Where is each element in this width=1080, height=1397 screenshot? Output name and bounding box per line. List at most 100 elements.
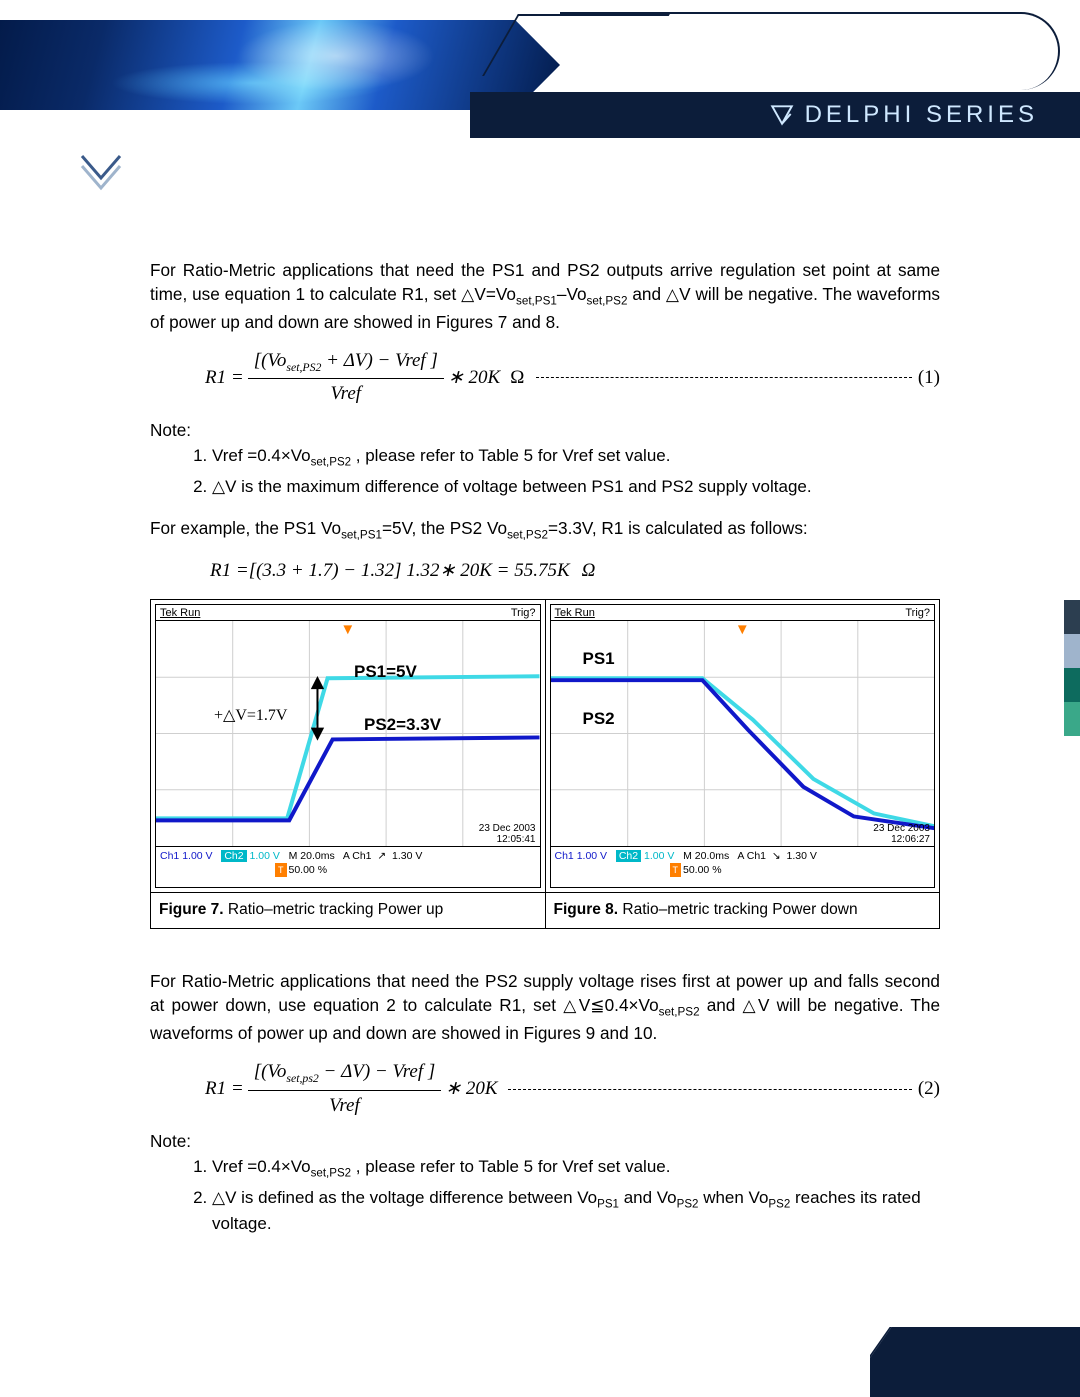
- eq2-num-b: − ΔV) − Vref ]: [319, 1061, 435, 1082]
- p1-sub2: set,PS2: [587, 295, 628, 308]
- p1-text-b: –Vo: [557, 284, 587, 304]
- p2-sub: set,PS2: [659, 1006, 700, 1019]
- fig7-cap-t: Ratio–metric tracking Power up: [224, 901, 444, 918]
- s8-trigpct: 50.00 %: [683, 864, 722, 876]
- n2-2b: and Vo: [619, 1188, 677, 1207]
- scope7-run: Tek Run: [160, 606, 200, 619]
- n1a: Vref =0.4×Vo: [212, 446, 311, 465]
- scope7-plot: [156, 621, 540, 847]
- brand-triangle-icon: [769, 102, 795, 128]
- eq2-tag: (2): [918, 1076, 940, 1103]
- notes-list-2: Vref =0.4×Voset,PS2 , please refer to Ta…: [212, 1155, 940, 1236]
- paragraph-1: For Ratio-Metric applications that need …: [150, 258, 940, 334]
- eq1-num-b: + ΔV) − Vref ]: [321, 350, 437, 371]
- eq2-num-a: [(Vo: [254, 1061, 287, 1082]
- side-tab-3: [1064, 668, 1080, 702]
- equation-2: R1 = [(Voset,ps2 − ΔV) − Vref ] Vref ∗ 2…: [205, 1059, 940, 1119]
- s7-trigpct: 50.00 %: [289, 864, 328, 876]
- eq1-den: Vref: [330, 379, 361, 408]
- scope7-trig: Trig?: [511, 606, 536, 619]
- side-tab-4: [1064, 702, 1080, 736]
- equation-example: R1 = [(3.3 + 1.7) − 1.32] 1.32 ∗ 20K = 5…: [210, 558, 940, 585]
- figure8-caption: Figure 8. Ratio–metric tracking Power do…: [546, 892, 940, 929]
- n2-2a: △V is defined as the voltage difference …: [212, 1188, 597, 1207]
- n2-1sub: set,PS2: [311, 1168, 351, 1180]
- side-tabs: [1064, 600, 1080, 736]
- paragraph-2: For Ratio-Metric applications that need …: [150, 969, 940, 1045]
- brand-text: DELPHI SERIES: [805, 101, 1038, 129]
- eq1-ohm: Ω: [510, 365, 524, 392]
- eq1-mult: ∗ 20K: [448, 365, 500, 392]
- eqex-ohm: Ω: [582, 558, 596, 585]
- s7-ch1-lbl: Ch1: [160, 850, 179, 862]
- ex-b: =5V, the PS2 Vo: [382, 518, 507, 538]
- ex-a: For example, the PS1 Vo: [150, 518, 341, 538]
- scope7-svg: [156, 621, 540, 846]
- n1b: , please refer to Table 5 for Vref set v…: [351, 446, 670, 465]
- scope8-timestamp: 23 Dec 2003 12:06:27: [873, 823, 930, 845]
- example-line: For example, the PS1 Voset,PS1=5V, the P…: [150, 516, 940, 544]
- s7-triglvl: 1.30 V: [392, 850, 422, 862]
- scope8-ps2-label: PS2: [583, 707, 615, 731]
- note1-item1: Vref =0.4×Voset,PS2 , please refer to Ta…: [212, 444, 940, 471]
- figure7-caption: Figure 7. Ratio–metric tracking Power up: [151, 892, 545, 929]
- ex-c: =3.3V, R1 is calculated as follows:: [548, 518, 808, 538]
- n1sub: set,PS2: [311, 456, 351, 468]
- scope8-ps1-label: PS1: [583, 647, 615, 671]
- equation-1: R1 = [(Voset,PS2 + ΔV) − Vref ] Vref ∗ 2…: [205, 348, 940, 408]
- side-tab-1: [1064, 600, 1080, 634]
- s8-ch1-lbl: Ch1: [555, 850, 574, 862]
- s7-tb: M 20.0ms: [289, 850, 335, 862]
- eq1-leader: [536, 377, 912, 378]
- eqex-lhs: R1 =: [210, 558, 249, 585]
- eq2-num-sub: set,ps2: [286, 1072, 318, 1085]
- fig8-cap-t: Ratio–metric tracking Power down: [618, 901, 858, 918]
- brand-bar: DELPHI SERIES: [470, 92, 1080, 138]
- n2-2s3: PS2: [768, 1198, 790, 1210]
- fig8-cap-b: Figure 8.: [554, 901, 619, 918]
- page-content: For Ratio-Metric applications that need …: [150, 258, 940, 1240]
- scope7-footer: Ch1 1.00 V Ch2 1.00 V M 20.0ms A Ch1 ↗ 1…: [156, 847, 540, 887]
- note2-item2: △V is defined as the voltage difference …: [212, 1186, 940, 1236]
- footer-decoration: [870, 1327, 1080, 1397]
- n2-2s1: PS1: [597, 1198, 619, 1210]
- eq1-num-sub: set,PS2: [286, 361, 321, 374]
- figure-7: Tek Run Trig? ▼: [151, 600, 546, 929]
- eq2-mult: ∗ 20K: [445, 1076, 497, 1103]
- banner-outline: [560, 12, 1060, 90]
- s7-ch1-v: 1.00 V: [182, 850, 212, 862]
- n2-2c: when Vo: [698, 1188, 768, 1207]
- note-label-2: Note:: [150, 1129, 940, 1153]
- notes-list-1: Vref =0.4×Voset,PS2 , please refer to Ta…: [212, 444, 940, 498]
- n2-1b: , please refer to Table 5 for Vref set v…: [351, 1157, 670, 1176]
- note-label-1: Note:: [150, 418, 940, 442]
- eq2-den: Vref: [329, 1091, 360, 1120]
- eq2-lhs: R1 =: [205, 1076, 244, 1103]
- eq1-num-a: [(Vo: [254, 350, 287, 371]
- eqex-mult: ∗ 20K = 55.75K: [440, 558, 570, 585]
- fig7-cap-b: Figure 7.: [159, 901, 224, 918]
- scope-7: Tek Run Trig? ▼: [155, 604, 541, 888]
- eqex-den: 1.32: [406, 560, 439, 581]
- s7-ch2-lbl: Ch2: [221, 850, 246, 862]
- s7-edge-icon: ↗: [377, 850, 386, 862]
- p1-sub1: set,PS1: [516, 295, 557, 308]
- s8-tbox-icon: T: [670, 863, 682, 877]
- eq1-tag: (1): [918, 365, 940, 392]
- s8-ch2-v: 1.00 V: [644, 850, 674, 862]
- s8-trigsrc: A Ch1: [737, 850, 766, 862]
- eq1-lhs: R1 =: [205, 365, 244, 392]
- n2-1a: Vref =0.4×Vo: [212, 1157, 311, 1176]
- page-banner: DELPHI SERIES: [0, 0, 1080, 145]
- s7-tbox-icon: T: [275, 863, 287, 877]
- ex-s2: set,PS2: [507, 529, 548, 542]
- note2-item1: Vref =0.4×Voset,PS2 , please refer to Ta…: [212, 1155, 940, 1182]
- scope7-ps1-label: PS1=5V: [354, 660, 417, 684]
- s7-trigsrc: A Ch1: [343, 850, 372, 862]
- s8-tb: M 20.0ms: [683, 850, 729, 862]
- s8-edge-icon: ↘: [772, 850, 781, 862]
- s8-triglvl: 1.30 V: [787, 850, 817, 862]
- s7-ch2-v: 1.00 V: [250, 850, 280, 862]
- scope8-footer: Ch1 1.00 V Ch2 1.00 V M 20.0ms A Ch1 ↘ 1…: [551, 847, 935, 887]
- figure-row: Tek Run Trig? ▼: [150, 599, 940, 930]
